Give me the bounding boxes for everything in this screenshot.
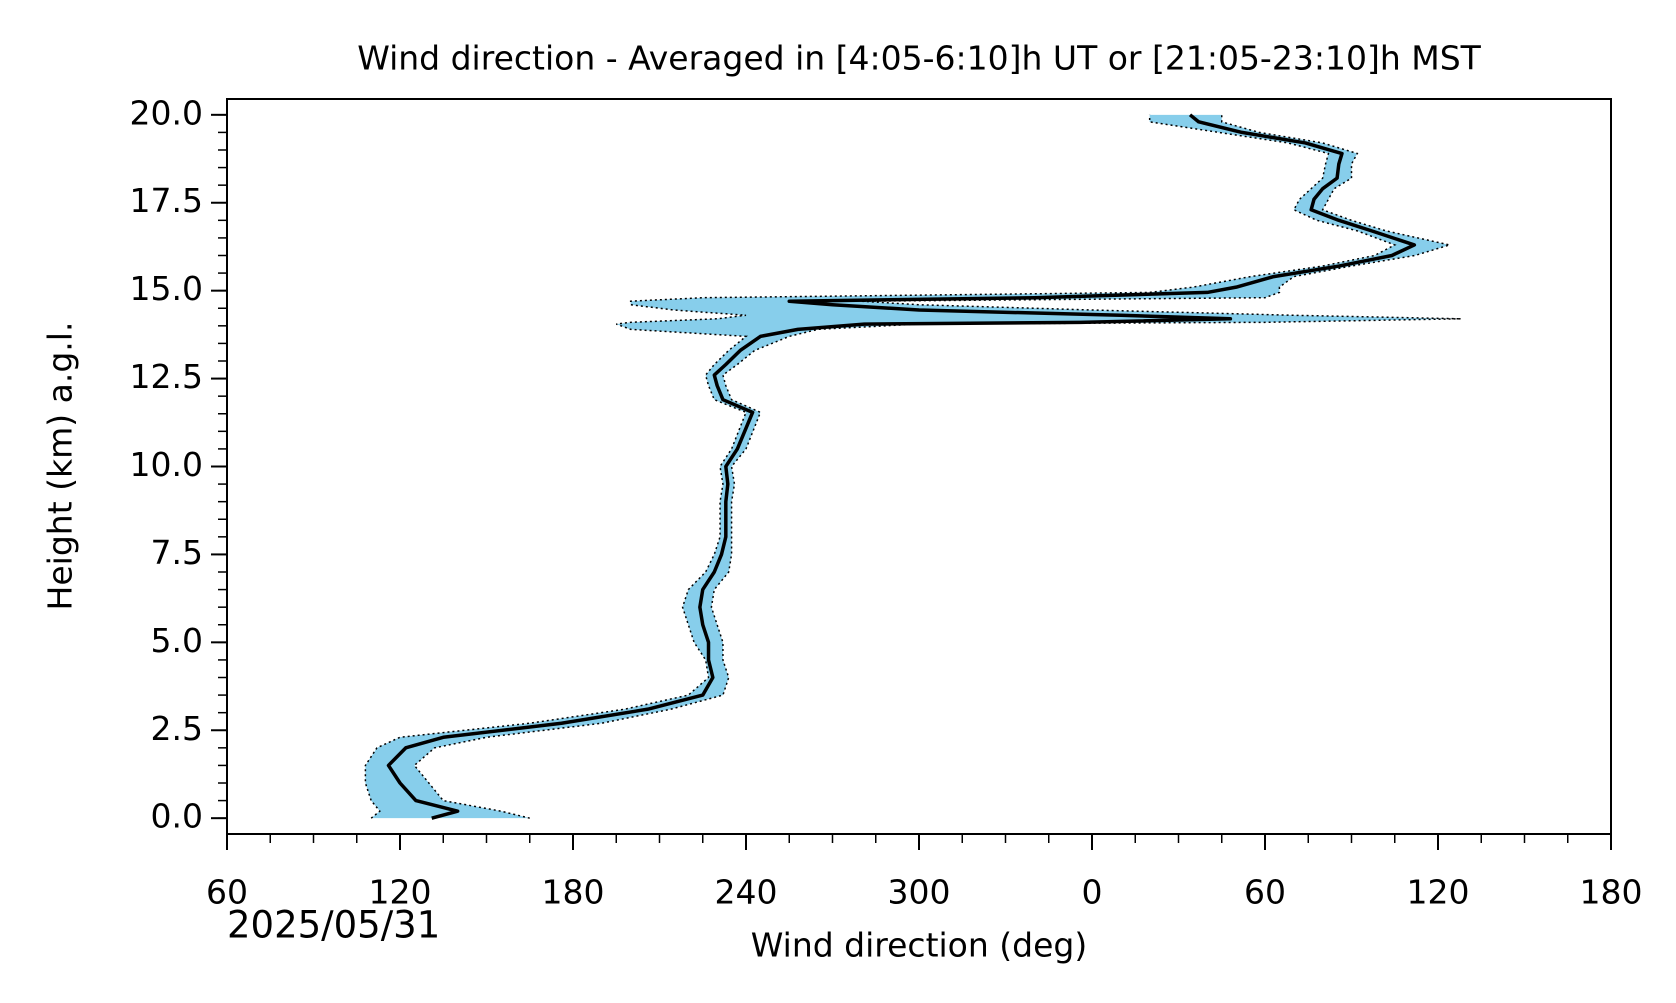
chart-title: Wind direction - Averaged in [4:05-6:10]… [357,39,1481,78]
band-lower-edge [364,114,1397,819]
x-tick-label: 240 [715,873,778,912]
plot-frame [226,98,1612,835]
y-tick-label: 2.5 [151,709,203,748]
y-tick-label: 5.0 [151,621,203,660]
y-tick-label: 15.0 [130,269,203,308]
x-tick-label: 180 [1580,873,1643,912]
x-tick-label: 120 [369,873,432,912]
mean-line [386,113,1417,820]
y-tick-label: 0.0 [151,797,203,836]
spread-band [365,114,1462,819]
y-tick-label: 17.5 [130,181,203,220]
x-axis-label: Wind direction (deg) [751,926,1087,965]
band-upper-edge [413,114,1462,819]
y-tick-label: 20.0 [130,93,203,132]
x-tick-label: 180 [542,873,605,912]
y-tick-label: 12.5 [130,357,203,396]
x-tick-label: 60 [206,873,248,912]
x-tick-label: 120 [1407,873,1470,912]
y-tick-label: 7.5 [151,533,203,572]
x-tick-label: 0 [1082,873,1103,912]
x-tick-label: 60 [1244,873,1286,912]
date-annotation: 2025/05/31 [227,904,440,947]
y-axis-label: Height (km) a.g.l. [41,322,80,611]
x-tick-label: 300 [888,873,951,912]
y-tick-label: 10.0 [130,445,203,484]
